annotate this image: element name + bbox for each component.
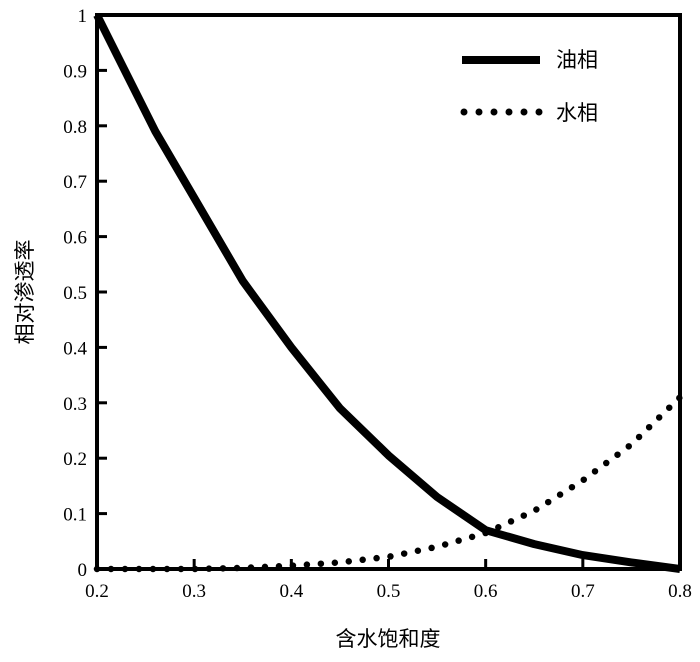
y-tick-label: 0.3 <box>63 394 87 415</box>
x-tick-label: 0.3 <box>182 581 206 602</box>
legend: 油相 水相 <box>460 48 598 125</box>
y-tick-label: 0.9 <box>63 61 87 82</box>
water-phase-curve <box>93 394 684 573</box>
data-series-group <box>93 13 684 573</box>
y-tick-label: 1 <box>78 6 88 27</box>
oil-phase-curve <box>93 13 681 573</box>
x-tick-label: 0.4 <box>279 581 303 602</box>
y-tick-label: 0.1 <box>63 505 87 526</box>
legend-label-oil: 油相 <box>556 48 598 72</box>
y-tick-label: 0.8 <box>63 117 87 138</box>
y-tick-label: 0 <box>78 560 88 581</box>
y-tick-label: 0.4 <box>63 338 87 359</box>
y-tick-label: 0.5 <box>63 283 87 304</box>
y-axis-title: 相对渗透率 <box>13 240 37 345</box>
legend-label-water: 水相 <box>556 101 598 125</box>
x-tick-label: 0.5 <box>377 581 401 602</box>
y-axis-ticks: 0 0.1 0.2 0.3 0.4 0.5 0.6 0.7 0.8 0.9 1 <box>63 6 107 581</box>
y-tick-label: 0.6 <box>63 228 87 249</box>
x-tick-label: 0.2 <box>85 581 109 602</box>
x-axis-title: 含水饱和度 <box>336 627 441 651</box>
x-tick-label: 0.7 <box>571 581 595 602</box>
x-tick-label: 0.8 <box>668 581 692 602</box>
y-tick-label: 0.2 <box>63 449 87 470</box>
plot-frame <box>95 13 682 571</box>
y-tick-label: 0.7 <box>63 172 87 193</box>
x-tick-label: 0.6 <box>474 581 498 602</box>
x-axis-ticks: 0.2 0.3 0.4 0.5 0.6 0.7 0.8 <box>85 559 692 602</box>
